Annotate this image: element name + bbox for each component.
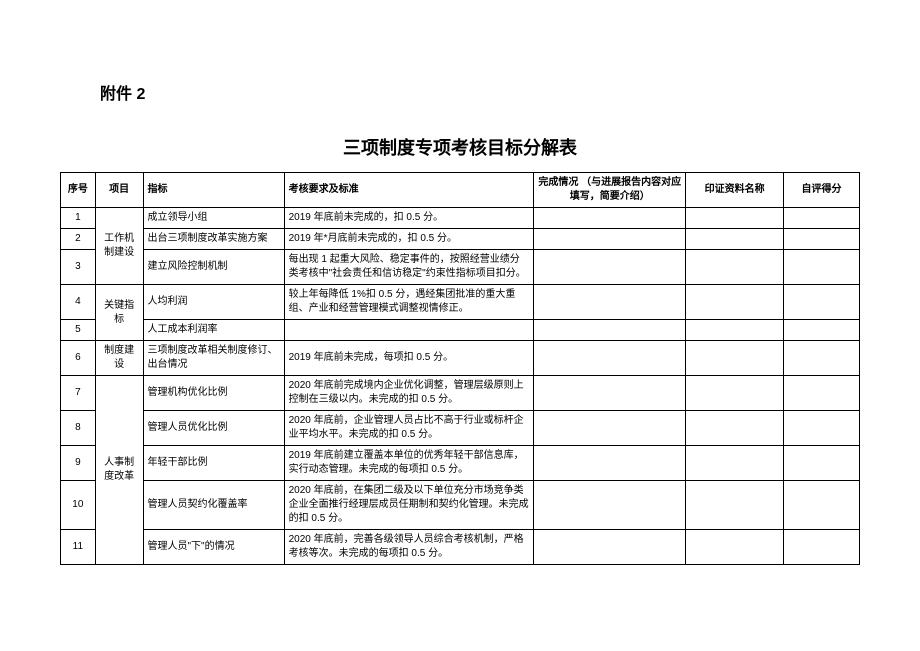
attachment-label: 附件 2 [100, 80, 860, 104]
cell-evidence [686, 530, 784, 565]
cell-status [534, 341, 686, 376]
cell-score [783, 285, 859, 320]
cell-seq: 10 [61, 481, 96, 530]
cell-evidence [686, 411, 784, 446]
cell-evidence [686, 376, 784, 411]
cell-project: 关键指标 [95, 285, 143, 341]
table-row: 1 工作机制建设 成立领导小组 2019 年底前未完成的，扣 0.5 分。 [61, 208, 860, 229]
cell-requirement: 2019 年底前未完成的，扣 0.5 分。 [284, 208, 534, 229]
cell-evidence [686, 285, 784, 320]
cell-score [783, 446, 859, 481]
cell-score [783, 481, 859, 530]
cell-status [534, 208, 686, 229]
cell-evidence [686, 229, 784, 250]
table-row: 5 人工成本利润率 [61, 320, 860, 341]
cell-requirement: 2019 年底前建立覆盖本单位的优秀年轻干部信息库，实行动态管理。未完成的每项扣… [284, 446, 534, 481]
cell-requirement: 2020 年底前完成境内企业优化调整，管理层级原则上控制在三级以内。未完成的扣 … [284, 376, 534, 411]
col-score: 自评得分 [783, 173, 859, 208]
cell-indicator: 出台三项制度改革实施方案 [143, 229, 284, 250]
cell-project: 工作机制建设 [95, 208, 143, 285]
cell-evidence [686, 446, 784, 481]
cell-status [534, 250, 686, 285]
cell-evidence [686, 320, 784, 341]
cell-evidence [686, 208, 784, 229]
page-title: 三项制度专项考核目标分解表 [60, 134, 860, 160]
cell-status [534, 320, 686, 341]
table-row: 7 人事制度改革 管理机构优化比例 2020 年底前完成境内企业优化调整，管理层… [61, 376, 860, 411]
cell-requirement [284, 320, 534, 341]
cell-requirement: 2019 年底前未完成，每项扣 0.5 分。 [284, 341, 534, 376]
table-row: 9 年轻干部比例 2019 年底前建立覆盖本单位的优秀年轻干部信息库，实行动态管… [61, 446, 860, 481]
cell-status [534, 446, 686, 481]
cell-indicator: 成立领导小组 [143, 208, 284, 229]
cell-indicator: 建立风险控制机制 [143, 250, 284, 285]
col-status: 完成情况 （与进展报告内容对应填写，简要介绍） [534, 173, 686, 208]
cell-score [783, 320, 859, 341]
cell-seq: 6 [61, 341, 96, 376]
cell-seq: 9 [61, 446, 96, 481]
cell-status [534, 285, 686, 320]
cell-seq: 1 [61, 208, 96, 229]
cell-indicator: 人工成本利润率 [143, 320, 284, 341]
cell-indicator: 管理机构优化比例 [143, 376, 284, 411]
cell-seq: 5 [61, 320, 96, 341]
cell-requirement: 2019 年*月底前未完成的，扣 0.5 分。 [284, 229, 534, 250]
cell-evidence [686, 250, 784, 285]
table-row: 2 出台三项制度改革实施方案 2019 年*月底前未完成的，扣 0.5 分。 [61, 229, 860, 250]
col-requirement: 考核要求及标准 [284, 173, 534, 208]
table-row: 4 关键指标 人均利润 较上年每降低 1%扣 0.5 分，遇经集团批准的重大重组… [61, 285, 860, 320]
cell-score [783, 229, 859, 250]
cell-requirement: 2020 年底前，企业管理人员占比不高于行业或标杆企业平均水平。未完成的扣 0.… [284, 411, 534, 446]
cell-seq: 11 [61, 530, 96, 565]
cell-score [783, 250, 859, 285]
cell-requirement: 较上年每降低 1%扣 0.5 分，遇经集团批准的重大重组、产业和经营管理模式调整… [284, 285, 534, 320]
cell-indicator: 三项制度改革相关制度修订、出台情况 [143, 341, 284, 376]
assessment-table: 序号 项目 指标 考核要求及标准 完成情况 （与进展报告内容对应填写，简要介绍）… [60, 172, 860, 565]
cell-status [534, 229, 686, 250]
cell-score [783, 376, 859, 411]
cell-requirement: 每出现 1 起重大风险、稳定事件的，按照经营业绩分类考核中"社会责任和信访稳定"… [284, 250, 534, 285]
cell-project: 制度建设 [95, 341, 143, 376]
cell-status [534, 481, 686, 530]
col-evidence: 印证资料名称 [686, 173, 784, 208]
table-row: 8 管理人员优化比例 2020 年底前，企业管理人员占比不高于行业或标杆企业平均… [61, 411, 860, 446]
table-header-row: 序号 项目 指标 考核要求及标准 完成情况 （与进展报告内容对应填写，简要介绍）… [61, 173, 860, 208]
cell-evidence [686, 341, 784, 376]
cell-seq: 8 [61, 411, 96, 446]
cell-project: 人事制度改革 [95, 376, 143, 565]
cell-indicator: 管理人员"下"的情况 [143, 530, 284, 565]
cell-indicator: 年轻干部比例 [143, 446, 284, 481]
cell-status [534, 411, 686, 446]
cell-score [783, 530, 859, 565]
cell-score [783, 341, 859, 376]
cell-seq: 3 [61, 250, 96, 285]
table-row: 6 制度建设 三项制度改革相关制度修订、出台情况 2019 年底前未完成，每项扣… [61, 341, 860, 376]
cell-seq: 4 [61, 285, 96, 320]
col-seq: 序号 [61, 173, 96, 208]
cell-indicator: 人均利润 [143, 285, 284, 320]
cell-score [783, 411, 859, 446]
cell-requirement: 2020 年底前，在集团二级及以下单位充分市场竞争类企业全面推行经理层成员任期制… [284, 481, 534, 530]
cell-evidence [686, 481, 784, 530]
col-project: 项目 [95, 173, 143, 208]
cell-indicator: 管理人员契约化覆盖率 [143, 481, 284, 530]
cell-requirement: 2020 年底前，完善各级领导人员综合考核机制，严格考核等次。未完成的每项扣 0… [284, 530, 534, 565]
cell-status [534, 376, 686, 411]
cell-score [783, 208, 859, 229]
cell-seq: 7 [61, 376, 96, 411]
table-row: 10 管理人员契约化覆盖率 2020 年底前，在集团二级及以下单位充分市场竞争类… [61, 481, 860, 530]
table-row: 3 建立风险控制机制 每出现 1 起重大风险、稳定事件的，按照经营业绩分类考核中… [61, 250, 860, 285]
cell-indicator: 管理人员优化比例 [143, 411, 284, 446]
col-indicator: 指标 [143, 173, 284, 208]
cell-seq: 2 [61, 229, 96, 250]
cell-status [534, 530, 686, 565]
table-row: 11 管理人员"下"的情况 2020 年底前，完善各级领导人员综合考核机制，严格… [61, 530, 860, 565]
